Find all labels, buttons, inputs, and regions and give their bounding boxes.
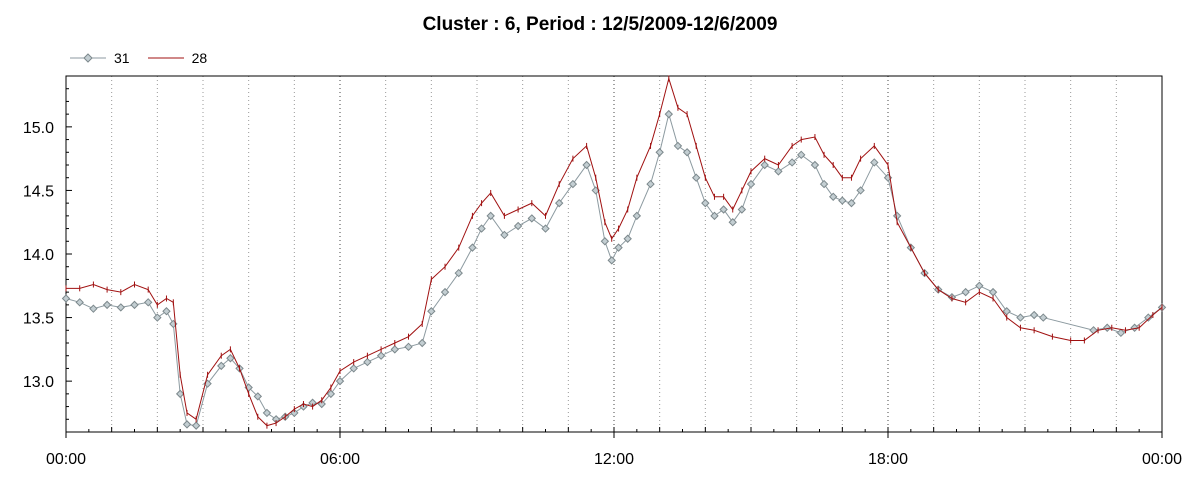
series-point-31 bbox=[130, 300, 139, 310]
legend-label-31: 31 bbox=[114, 50, 130, 66]
series-point-31 bbox=[102, 300, 112, 310]
series-point-31 bbox=[75, 298, 84, 307]
series-point-31 bbox=[961, 287, 970, 297]
series-point-31 bbox=[582, 160, 591, 170]
series-point-31 bbox=[701, 198, 710, 208]
series-point-31 bbox=[417, 338, 427, 348]
series-point-31 bbox=[1016, 313, 1025, 322]
series-point-31 bbox=[253, 392, 263, 401]
series-point-31 bbox=[856, 186, 865, 195]
y-tick-label: 14.5 bbox=[23, 183, 54, 200]
series-point-31 bbox=[1116, 328, 1126, 338]
series-point-31 bbox=[655, 148, 664, 157]
series-point-31 bbox=[477, 224, 486, 233]
legend-swatch-28 bbox=[147, 57, 184, 59]
legend-swatch-31 bbox=[70, 53, 106, 63]
series-point-31 bbox=[607, 256, 616, 265]
series-point-31 bbox=[810, 160, 820, 170]
series-point-31 bbox=[691, 173, 701, 182]
x-tick-label: 12:00 bbox=[594, 451, 634, 468]
series-point-31 bbox=[427, 307, 436, 316]
series-point-31 bbox=[632, 211, 642, 221]
y-tick-label: 15.0 bbox=[23, 120, 54, 137]
series-point-31 bbox=[175, 389, 185, 399]
series-point-31 bbox=[1029, 310, 1039, 320]
series-point-31 bbox=[500, 230, 509, 240]
legend: 31 28 bbox=[70, 49, 225, 67]
legend-label-28: 28 bbox=[191, 50, 208, 66]
y-tick-label: 13.0 bbox=[23, 374, 54, 391]
series-point-31 bbox=[89, 304, 98, 313]
series-point-31 bbox=[623, 234, 632, 243]
legend-item-28: 28 bbox=[147, 50, 208, 66]
series-point-31 bbox=[600, 237, 610, 246]
series-point-31 bbox=[326, 389, 336, 399]
series-point-31 bbox=[975, 281, 984, 290]
series-point-31 bbox=[774, 167, 783, 176]
chart-title: Cluster : 6, Period : 12/5/2009-12/6/200… bbox=[422, 14, 778, 35]
x-tick-label: 00:00 bbox=[1142, 451, 1182, 468]
series-point-31 bbox=[554, 198, 564, 208]
x-tick-label: 06:00 bbox=[320, 451, 360, 468]
series-point-31 bbox=[116, 303, 126, 312]
series-point-31 bbox=[217, 361, 226, 371]
series-point-31 bbox=[728, 218, 737, 227]
series-point-31 bbox=[468, 243, 477, 252]
x-tick-label: 00:00 bbox=[46, 451, 86, 468]
series-point-31 bbox=[404, 342, 413, 352]
series-point-31 bbox=[335, 376, 345, 386]
series-point-31 bbox=[191, 421, 201, 430]
series-point-31 bbox=[541, 224, 550, 233]
series-point-31 bbox=[317, 399, 326, 409]
series-point-31 bbox=[719, 205, 728, 214]
series-point-31 bbox=[440, 287, 450, 297]
series-point-31 bbox=[568, 179, 578, 189]
series-point-31 bbox=[1130, 323, 1139, 332]
y-tick-label: 13.5 bbox=[23, 311, 54, 328]
x-tick-label: 18:00 bbox=[868, 451, 908, 468]
series-point-31 bbox=[143, 298, 153, 307]
series-point-31 bbox=[614, 243, 623, 252]
series-point-31 bbox=[527, 214, 537, 223]
y-tick-label: 14.0 bbox=[23, 247, 54, 264]
series-point-31 bbox=[486, 211, 495, 221]
series-point-31 bbox=[760, 160, 769, 170]
series-point-31 bbox=[870, 158, 879, 167]
series-point-31 bbox=[819, 179, 829, 189]
series-point-31 bbox=[182, 420, 192, 429]
series-point-31 bbox=[682, 148, 692, 157]
series-point-31 bbox=[664, 109, 674, 119]
series-point-31 bbox=[797, 150, 806, 160]
series-point-31 bbox=[162, 307, 171, 316]
series-point-31 bbox=[61, 294, 71, 303]
series-point-31 bbox=[828, 192, 838, 201]
series-point-31 bbox=[737, 205, 747, 214]
series-point-31 bbox=[226, 354, 235, 363]
series-point-31 bbox=[710, 211, 719, 221]
legend-item-31: 31 bbox=[70, 50, 130, 66]
series-point-31 bbox=[513, 221, 523, 231]
plot-frame bbox=[65, 75, 1163, 433]
series-point-31 bbox=[1039, 313, 1048, 322]
series-point-31 bbox=[153, 313, 162, 322]
series-point-31 bbox=[390, 345, 400, 354]
series-point-31 bbox=[838, 196, 847, 205]
series-point-31 bbox=[349, 364, 358, 373]
series-point-31 bbox=[646, 179, 655, 189]
series-point-31 bbox=[1089, 326, 1098, 335]
series-point-31 bbox=[746, 179, 756, 189]
series-point-31 bbox=[847, 198, 856, 208]
series-point-31 bbox=[376, 351, 386, 360]
series-point-31 bbox=[363, 357, 372, 367]
series-point-31 bbox=[1144, 313, 1153, 322]
series-point-31 bbox=[1102, 323, 1112, 332]
series-point-31 bbox=[262, 408, 272, 418]
series-point-31 bbox=[673, 141, 683, 151]
series-point-31 bbox=[892, 211, 902, 221]
series-point-31 bbox=[988, 287, 998, 297]
series-point-31 bbox=[787, 158, 797, 167]
series-point-31 bbox=[454, 268, 463, 278]
